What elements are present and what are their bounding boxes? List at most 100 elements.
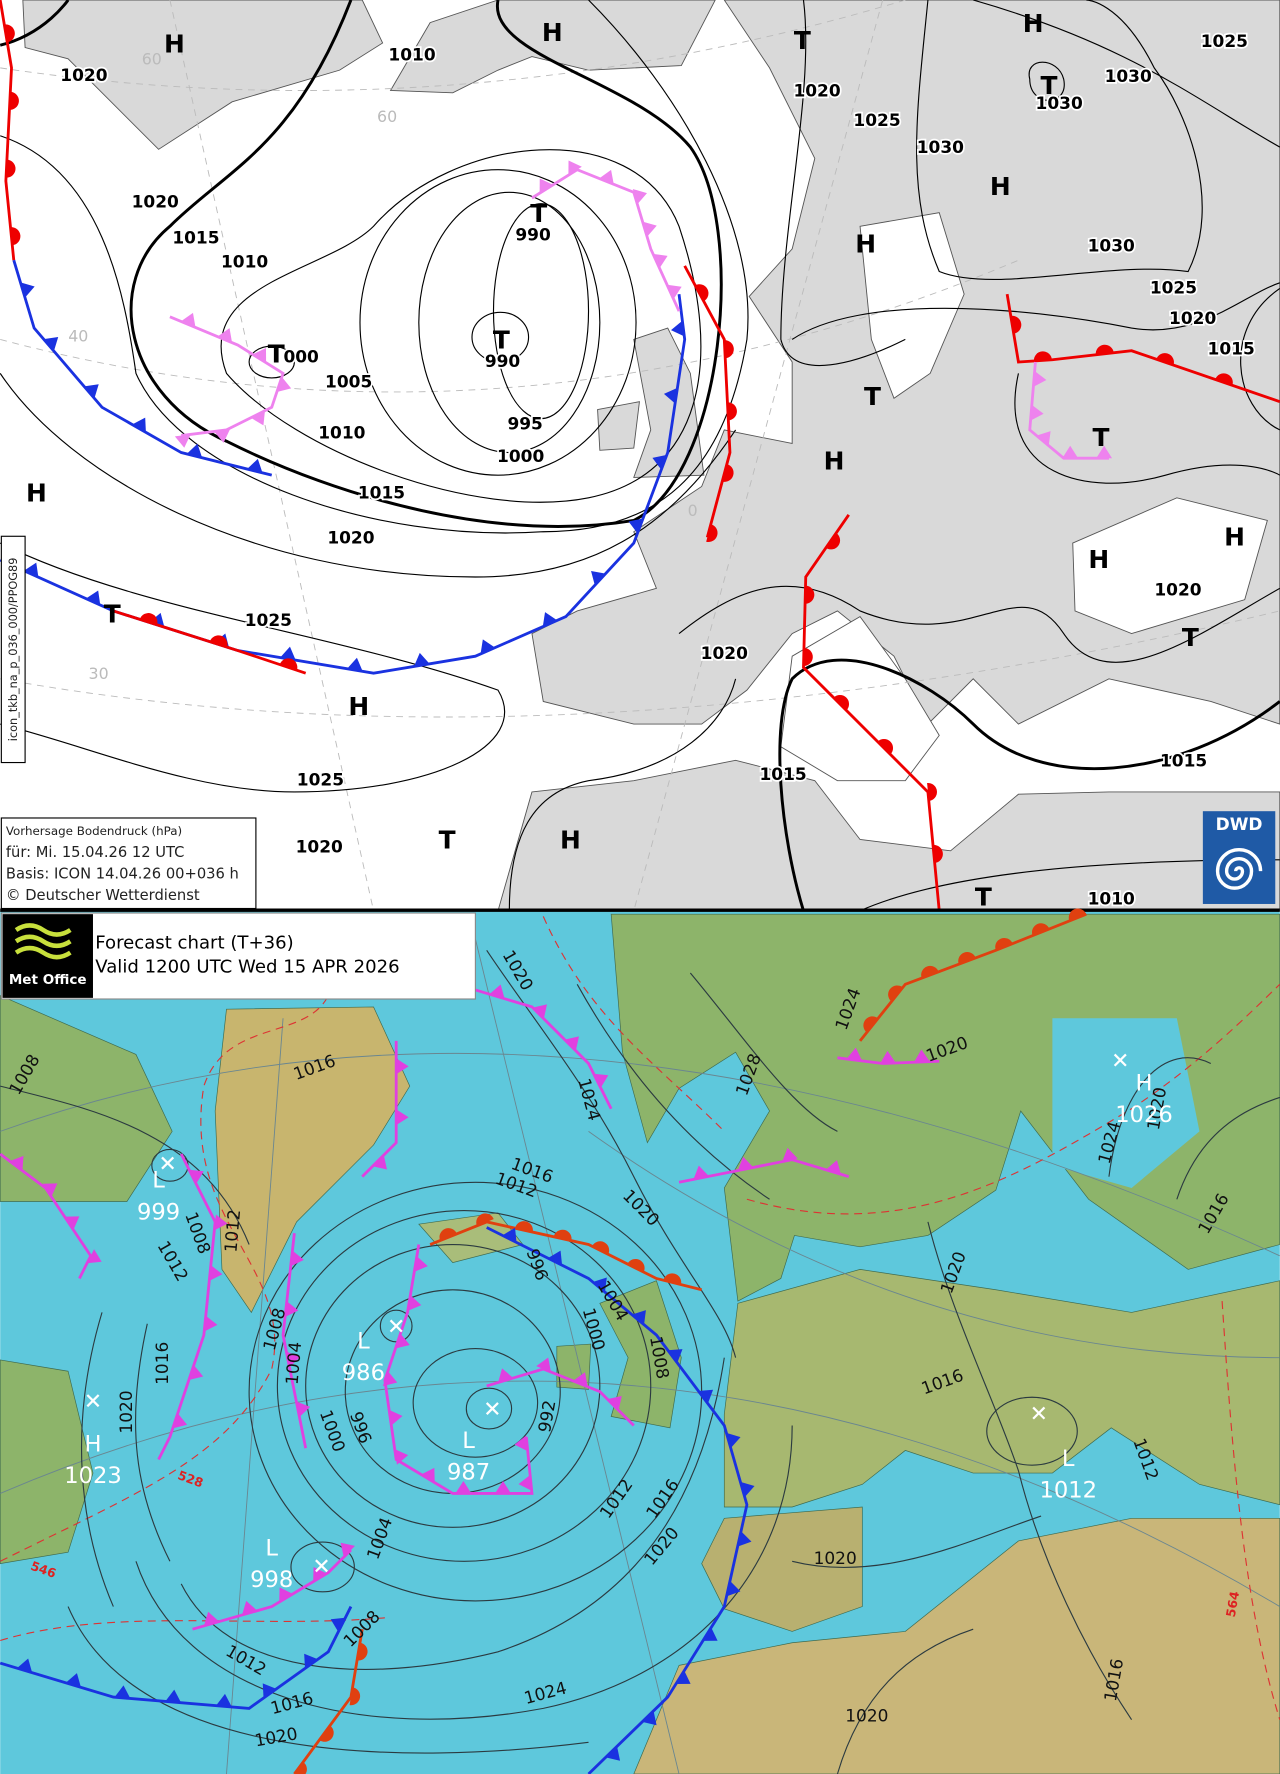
pressure-centre: T [1093, 423, 1110, 452]
side-label: icon_tkb_na_p_036_000/PPOG89 [7, 558, 20, 742]
cold-front-symbol [247, 458, 263, 473]
warm-front-symbol [476, 1213, 494, 1226]
front-line [429, 1220, 703, 1292]
occluded-front-symbol [782, 1147, 798, 1162]
occluded-front-symbol [382, 1371, 398, 1387]
cold-front-symbol [542, 612, 558, 627]
occluded-front-symbol [880, 1050, 896, 1064]
dwd-logo: DWD [1202, 811, 1276, 904]
cold-front-symbol [480, 639, 496, 654]
cold-front-symbol [414, 652, 430, 667]
occluded-front-symbol [632, 189, 647, 205]
occluded-front-symbol [394, 1449, 409, 1465]
pressure-centre: H [824, 447, 845, 476]
cold-front-symbol [642, 1710, 657, 1726]
front-line [486, 1367, 635, 1427]
occluded-front-symbol [495, 1480, 511, 1494]
info-basis: Basis: ICON 14.04.26 00+036 h [6, 866, 239, 883]
isobar-label: 1016 [153, 1342, 173, 1385]
land [0, 913, 1280, 1774]
centre-letter: L [462, 1428, 475, 1454]
info-box [0, 817, 257, 910]
warm-front-symbol [1068, 908, 1087, 921]
front-line [12, 259, 273, 477]
warm-front-symbol [319, 1725, 334, 1742]
fronts [0, 0, 1280, 911]
occluded-front-symbol [209, 1265, 223, 1281]
isobar-label: 000 [283, 348, 318, 368]
warm-front-symbol [1031, 923, 1050, 936]
warm-front-symbol [1010, 315, 1022, 334]
cold-front-symbol [304, 1653, 318, 1669]
cold-front-symbol [43, 337, 59, 352]
occluded-front-symbol [1036, 431, 1051, 446]
grid-label: 0 [688, 501, 698, 520]
cold-front-symbol [737, 1531, 752, 1547]
warm-front-symbol [803, 647, 813, 666]
centre-value: 1023 [64, 1463, 122, 1489]
metoffice-logo: Met Office [2, 914, 93, 998]
labels: 1020 1010 1020 1025 1030 1030 1030 1025 1020 1015… [26, 9, 1256, 911]
centre-cross [1113, 1053, 1127, 1067]
pressure-centre: H [990, 172, 1011, 201]
centre-letter: L [1062, 1446, 1075, 1472]
divider [0, 908, 1280, 912]
warm-front-symbol [592, 1241, 610, 1255]
grid-label: 30 [89, 664, 109, 683]
pressure-centre: H [1224, 523, 1245, 552]
occluded-front-symbol [276, 376, 292, 392]
front-line [1005, 293, 1280, 403]
isobar-label: 1010 [388, 45, 435, 65]
occluded-front-symbol [518, 1474, 532, 1491]
centre-letter: L [265, 1535, 278, 1561]
centre-value: 1026 [1115, 1102, 1173, 1128]
occluded-front-symbol [9, 1155, 24, 1171]
front-line [683, 265, 732, 538]
warm-front-symbol [927, 782, 937, 802]
occluded-front-symbol [242, 1600, 258, 1616]
warm-front-symbol [294, 1761, 307, 1774]
occluded-front-symbol [290, 1250, 304, 1267]
cold-front-symbol [726, 1580, 741, 1597]
warm-front-symbol [139, 613, 158, 625]
isobar-label: 990 [485, 352, 520, 372]
cold-front-symbol [502, 1227, 517, 1243]
warm-front-symbol [724, 340, 734, 359]
warm-front-symbol [1095, 344, 1114, 355]
occluded-front-symbol [1033, 371, 1047, 387]
pressure-centre: T [864, 382, 881, 411]
occluded-front-symbol [1062, 445, 1079, 459]
isobar-label: 1030 [917, 138, 964, 158]
warm-front-symbol [1033, 351, 1052, 362]
cold-front-symbol [114, 1685, 131, 1699]
warm-front-symbol [279, 658, 298, 671]
occluded-front-symbol [180, 312, 196, 328]
occluded-front-symbol [593, 1073, 609, 1088]
centre-cross [161, 1156, 175, 1170]
occluded-front-symbol [217, 328, 233, 343]
warm-front-symbol [932, 844, 943, 863]
cold-front-symbol [631, 1310, 646, 1325]
occluded-front-symbol [568, 160, 582, 176]
chart-title: Forecast chart (T+36) [95, 933, 293, 954]
occluded-front-symbol [296, 1401, 311, 1418]
isobar-label: 1015 [760, 765, 807, 785]
centre-value: 986 [342, 1360, 385, 1386]
isobar-label: 1025 [1201, 32, 1248, 52]
occluded-front-symbol [64, 1216, 80, 1230]
centre-cross [1032, 1406, 1046, 1420]
occluded-front-symbol [42, 1183, 58, 1197]
occluded-front-symbol [86, 1249, 102, 1264]
grid-label: 60 [142, 49, 162, 68]
isobar-label: 1020 [296, 837, 343, 857]
cold-front-symbol [592, 1277, 607, 1293]
cold-front-symbol [84, 384, 99, 399]
warm-front-symbol [6, 159, 16, 178]
warm-front-symbol [695, 284, 709, 302]
isobar-label: 1020 [1154, 581, 1201, 601]
occluded-front-symbol [279, 1587, 293, 1603]
warm-front-symbol [863, 1016, 879, 1033]
warm-front-symbol [877, 738, 894, 755]
warm-front-symbol [706, 524, 718, 543]
